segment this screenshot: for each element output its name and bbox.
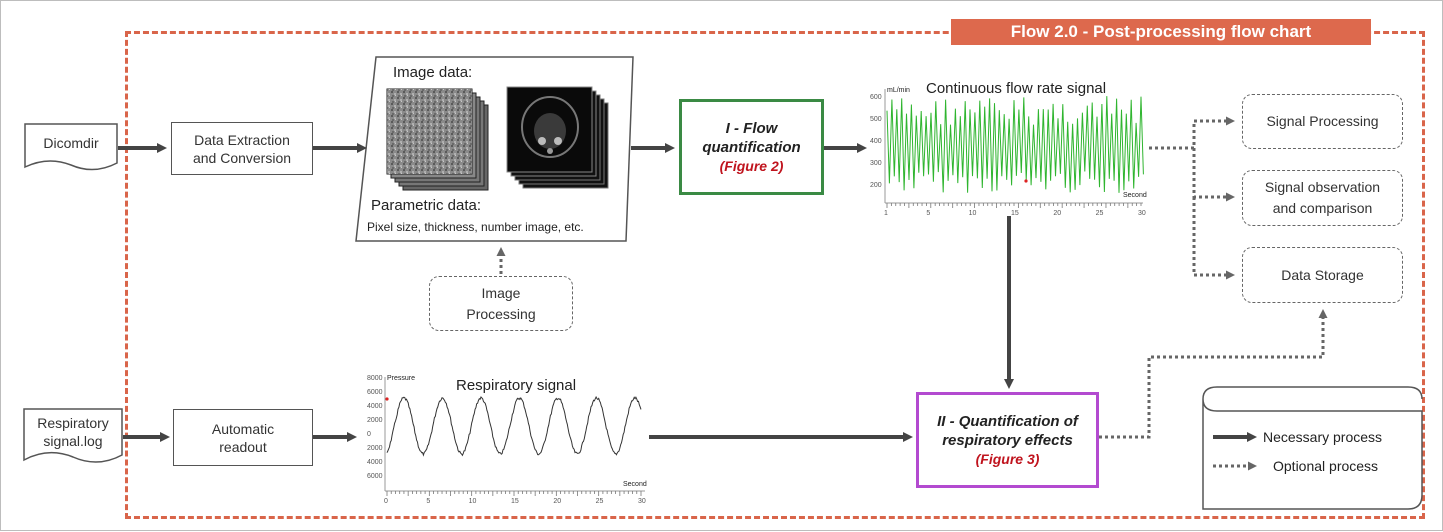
y-tick-label: 0 (367, 431, 371, 438)
resp-chart-ylabel: Pressure (387, 375, 416, 382)
y-tick-label: 6000 (367, 389, 383, 396)
arrow-signal-branch (1149, 116, 1235, 150)
y-tick-label: 8000 (367, 375, 383, 382)
legend-shape (1202, 398, 1423, 510)
image-processing-line-1: Image (481, 284, 521, 301)
y-tick-label: 200 (870, 182, 882, 189)
x-tick-label: 15 (511, 498, 519, 505)
flow-chart-xlabel: Second (1123, 192, 1147, 199)
signal-observation-box: Signal observation and comparison (1242, 170, 1403, 226)
x-tick-label: 1 (884, 210, 888, 217)
y-tick-label: 500 (870, 116, 882, 123)
respiratory-log-label-2: signal.log (43, 433, 103, 449)
x-tick-label: 30 (1138, 210, 1146, 217)
y-tick-label: 600 (870, 94, 882, 101)
resp-chart-xlabel: Second (623, 481, 647, 488)
flow-signal-line (886, 96, 1144, 193)
image-data-label: Image data: (393, 64, 473, 81)
flow-quantification-ref: (Figure 2) (719, 157, 784, 174)
y-tick-label: 400 (870, 138, 882, 145)
x-tick-label: 5 (426, 498, 431, 505)
respiratory-quantification-ref: (Figure 3) (975, 450, 1040, 467)
flow-chart-title: Continuous flow rate signal (926, 80, 1107, 97)
phase-image-stack (386, 88, 489, 191)
image-processing-box: Image Processing (429, 276, 573, 331)
parametric-data-label: Parametric data: (371, 197, 482, 214)
signal-observation-line-2: and comparison (1272, 200, 1373, 216)
data-extraction-box: Data Extraction and Conversion (171, 122, 313, 175)
x-tick-label: 25 (595, 498, 604, 505)
arrow-branch-storage (1192, 197, 1235, 280)
x-tick-label: 30 (638, 498, 646, 505)
flow-quantification-label-2: quantification (702, 138, 801, 156)
arrow-branch-observation (1192, 148, 1235, 202)
y-tick-label: 4000 (367, 403, 383, 410)
x-tick-label: 25 (1095, 210, 1104, 217)
flow-chart-frame (125, 31, 1425, 519)
flow-quantification-box: I - Flow quantification (Figure 2) (679, 99, 824, 195)
signal-observation-line-1: Signal observation (1264, 179, 1381, 195)
x-tick-label: 0 (384, 498, 388, 505)
automatic-readout-box: Automatic readout (173, 409, 313, 466)
document-shape (23, 408, 123, 463)
resp-chart-title: Respiratory signal (456, 377, 577, 394)
flow-signal-chart (884, 89, 1144, 208)
respiratory-log-input: Respiratory signal.log (23, 408, 123, 466)
data-storage-label: Data Storage (1281, 266, 1364, 283)
automatic-readout-line-1: Automatic (211, 420, 275, 437)
y-tick-label: 300 (870, 160, 882, 167)
x-tick-label: 5 (926, 210, 931, 217)
chart-title-banner: Flow 2.0 - Post-processing flow chart (951, 19, 1371, 45)
respiratory-quantification-label-2: respiratory effects (942, 431, 1073, 449)
x-tick-label: 10 (468, 498, 477, 505)
y-tick-label: 2000 (367, 417, 383, 424)
y-tick-label: 2000 (367, 445, 383, 452)
parametric-data-text: Pixel size, thickness, number image, etc… (367, 220, 584, 234)
document-shape (24, 123, 118, 171)
legend-necessary-label: Necessary process (1263, 429, 1383, 445)
dicomdir-label: Dicomdir (43, 135, 99, 151)
data-extraction-line-2: and Conversion (192, 149, 292, 166)
dicomdir-input: Dicomdir (24, 123, 118, 173)
respiratory-signal-line (386, 395, 642, 457)
flow-chart-ylabel: mL/min (887, 87, 910, 94)
y-tick-label: 4000 (367, 459, 383, 466)
signal-processing-label: Signal Processing (1266, 113, 1379, 129)
y-tick-label: 6000 (367, 473, 383, 480)
x-tick-label: 15 (1011, 210, 1019, 217)
automatic-readout-line-2: readout (219, 438, 267, 455)
arrow-respquant-storage (1099, 309, 1328, 439)
x-tick-label: 20 (553, 498, 562, 505)
respiratory-log-label-1: Respiratory (37, 415, 109, 431)
flow-quantification-label: I - Flow (725, 119, 778, 137)
signal-processing-box: Signal Processing (1242, 94, 1403, 149)
respiratory-chart (384, 377, 645, 496)
legend-optional-label: Optional process (1273, 458, 1379, 474)
x-tick-label: 20 (1053, 210, 1062, 217)
x-tick-label: 10 (968, 210, 977, 217)
data-storage-box: Data Storage (1242, 247, 1403, 303)
magnitude-image-stack (506, 86, 609, 189)
respiratory-quantification-box: II - Quantification of respiratory effec… (916, 392, 1099, 488)
image-processing-line-2: Processing (466, 305, 536, 322)
respiratory-quantification-label: II - Quantification of (937, 412, 1078, 430)
data-extraction-line-1: Data Extraction (194, 131, 290, 148)
